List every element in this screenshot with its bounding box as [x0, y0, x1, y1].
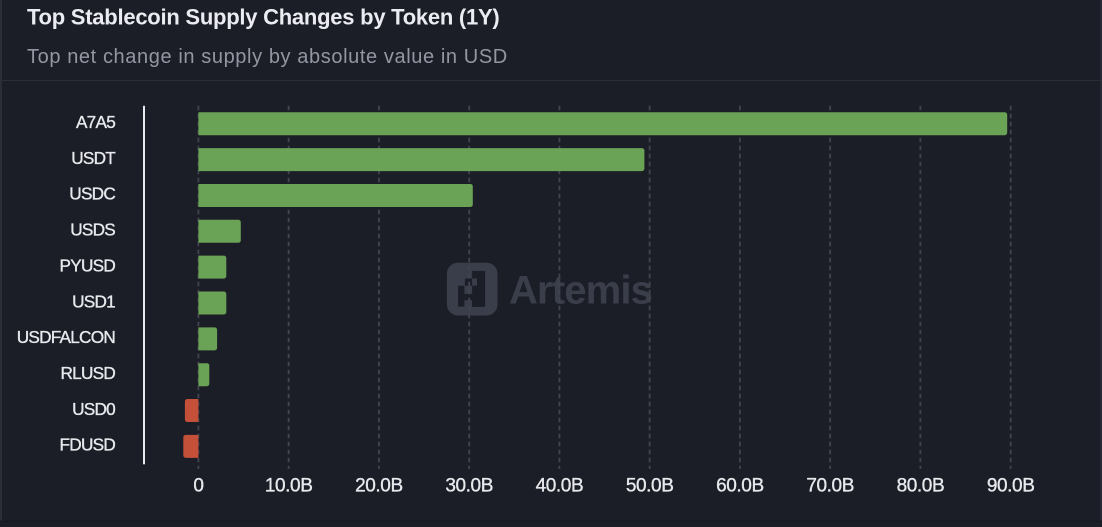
svg-text:A7A5: A7A5	[76, 112, 115, 132]
svg-text:40.0B: 40.0B	[536, 476, 584, 497]
svg-text:Top Stablecoin Supply Changes: Top Stablecoin Supply Changes by Token (…	[27, 5, 500, 30]
svg-text:70.0B: 70.0B	[806, 476, 854, 497]
svg-text:0: 0	[193, 476, 203, 497]
svg-text:30.0B: 30.0B	[445, 476, 493, 497]
svg-text:USD0: USD0	[72, 399, 115, 419]
svg-text:USD1: USD1	[72, 291, 115, 311]
svg-text:USDT: USDT	[71, 148, 116, 168]
svg-text:90.0B: 90.0B	[987, 476, 1035, 497]
svg-text:Top net change in supply by ab: Top net change in supply by absolute val…	[27, 46, 508, 68]
svg-text:USDC: USDC	[69, 184, 115, 204]
svg-text:FDUSD: FDUSD	[60, 435, 116, 455]
svg-text:USDS: USDS	[70, 220, 115, 240]
svg-text:RLUSD: RLUSD	[60, 363, 115, 383]
svg-text:20.0B: 20.0B	[355, 476, 403, 497]
svg-text:PYUSD: PYUSD	[60, 255, 116, 275]
svg-text:10.0B: 10.0B	[265, 476, 313, 497]
svg-text:80.0B: 80.0B	[897, 476, 945, 497]
svg-text:50.0B: 50.0B	[626, 476, 674, 497]
svg-text:60.0B: 60.0B	[716, 476, 764, 497]
svg-text:Artemis: Artemis	[509, 268, 652, 312]
svg-text:USDFALCON: USDFALCON	[17, 327, 116, 347]
